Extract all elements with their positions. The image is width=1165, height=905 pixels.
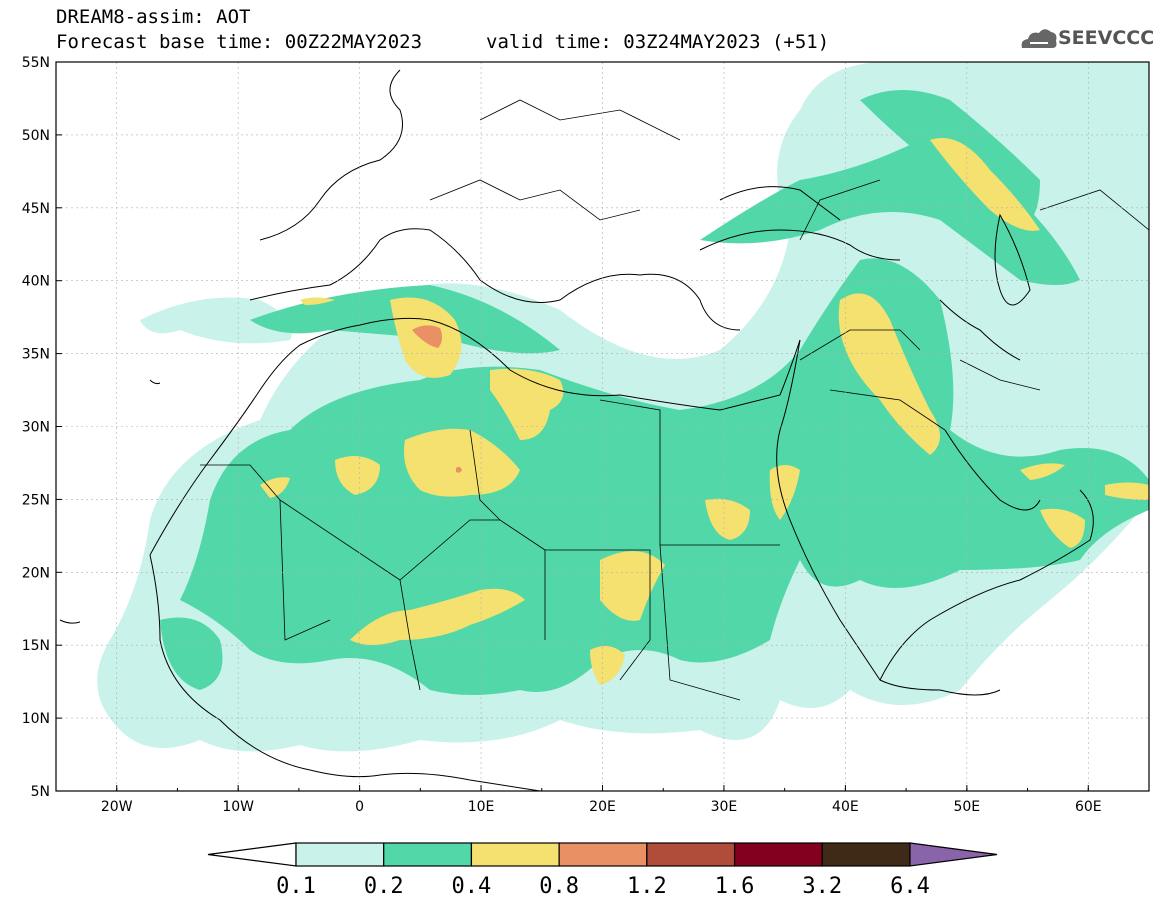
map-title: DREAM8-assim: AOT [56, 6, 251, 28]
lon-axis: 20W 10W 0 10E 20E 30E 40E 50E 60E [55, 785, 1150, 815]
colorbar-box [558, 842, 648, 867]
colorbar-over-arrow [909, 842, 998, 867]
colorbar-box [733, 842, 823, 867]
forecast-base-time: Forecast base time: 00Z22MAY2023 [56, 31, 423, 53]
lat-tick-label: 50N [22, 128, 50, 144]
colorbar: 0.1 0.2 0.4 0.8 1.2 1.6 3.2 6.4 [207, 842, 998, 899]
colorbar-box [821, 842, 911, 867]
lon-tick-label: 50E [953, 799, 980, 815]
valid-time: valid time: 03Z24MAY2023 (+51) [486, 31, 830, 53]
colorbar-under-arrow [207, 842, 297, 867]
lat-tick-label: 5N [31, 784, 50, 800]
country-borders [200, 99, 1149, 701]
colorbar-box [470, 842, 560, 867]
lat-axis: 55N 50N 45N 40N 35N 30N 25N 20N 15N 10N 5N [22, 55, 62, 800]
colorbar-box [295, 842, 385, 867]
lon-tick-label: 60E [1075, 799, 1102, 815]
lat-tick-label: 45N [22, 201, 50, 217]
colorbar-label: 1.2 [627, 874, 667, 899]
colorbar-label: 1.6 [715, 874, 755, 899]
colorbar-box [646, 842, 736, 867]
colorbar-box [383, 842, 473, 867]
lat-tick-label: 25N [22, 492, 50, 508]
lon-tick-label: 20W [101, 799, 133, 815]
colorbar-label: 6.4 [890, 874, 930, 899]
lat-tick-label: 35N [22, 347, 50, 363]
logo-text: SEEVCCC [1058, 27, 1155, 49]
lat-tick-label: 10N [22, 711, 50, 727]
aot-shade-peak [412, 325, 462, 473]
cloud-icon [1021, 29, 1057, 48]
lat-tick-label: 40N [22, 274, 50, 290]
lat-tick-label: 30N [22, 420, 50, 436]
colorbar-label: 0.4 [452, 874, 492, 899]
lon-tick-label: 30E [711, 799, 738, 815]
grid [56, 62, 1149, 791]
lon-tick-label: 10W [222, 799, 254, 815]
lon-tick-label: 0 [355, 799, 364, 815]
lat-tick-label: 55N [22, 55, 50, 71]
colorbar-label: 0.2 [364, 874, 404, 899]
coastlines [59, 69, 1094, 791]
lon-tick-label: 40E [832, 799, 859, 815]
colorbar-label: 3.2 [802, 874, 842, 899]
lat-tick-label: 15N [22, 638, 50, 654]
colorbar-label: 0.8 [539, 874, 579, 899]
lon-tick-label: 20E [589, 799, 616, 815]
lat-tick-label: 20N [22, 565, 50, 581]
colorbar-label: 0.1 [276, 874, 316, 899]
lon-tick-label: 10E [468, 799, 495, 815]
